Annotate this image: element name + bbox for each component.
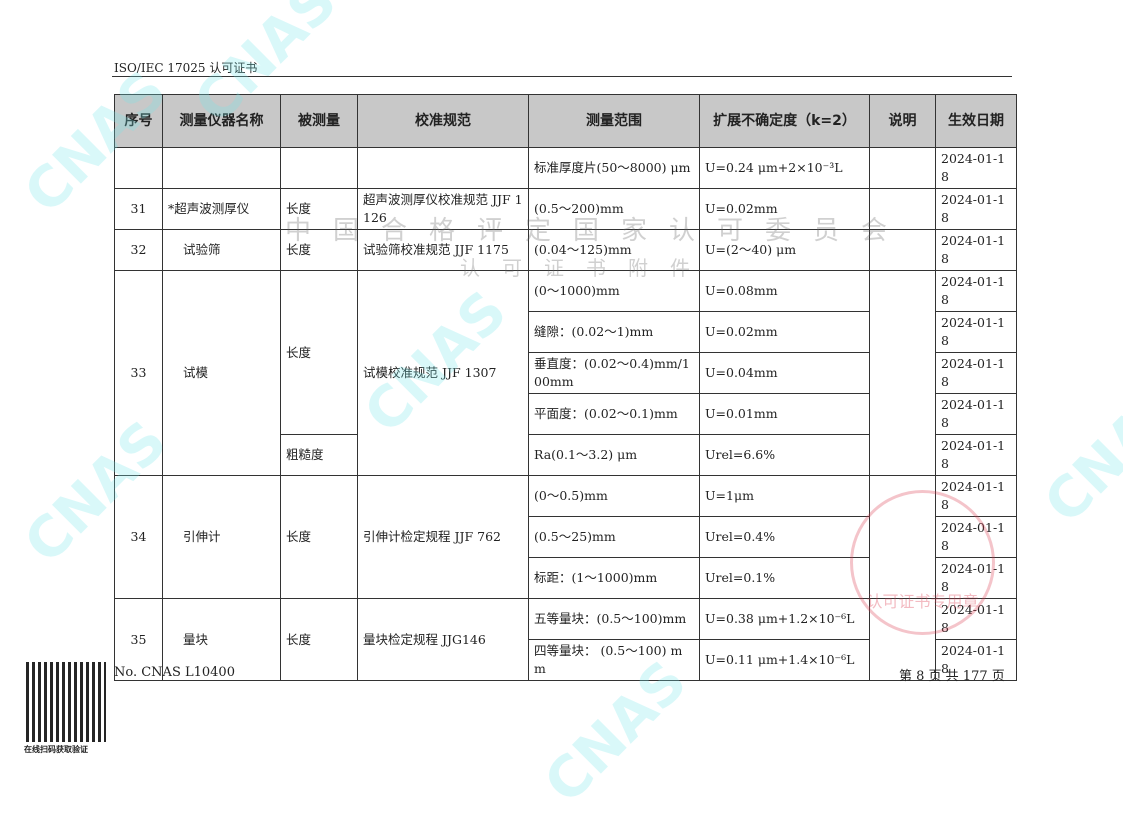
spec-cell: 量块检定规程 JJG146 [357, 598, 529, 681]
table-row: 33 试模 长度 试模校准规范 JJF 1307 (0～1000)mm U=0.… [114, 270, 1017, 476]
spec-cell: 超声波测厚仪校准规范 JJF 1126 [357, 188, 529, 230]
quantity-cell: 长度 [280, 188, 358, 230]
range-cell: 五等量块：(0.5～100)mm [528, 598, 700, 640]
uncertainty-cell: U=0.11 μm+1.4×10⁻⁶L [699, 639, 870, 681]
range-cell: (0.5～25)mm [528, 516, 700, 558]
range-cell: 标准厚度片(50～8000) μm [528, 147, 700, 189]
no-cell: 34 [114, 475, 163, 599]
date-cell: 2024-01-18 [935, 147, 1017, 189]
col-header: 被测量 [280, 94, 358, 148]
col-header: 说明 [869, 94, 936, 148]
instrument-cell: 试验筛 [162, 229, 281, 271]
col-header: 校准规范 [357, 94, 529, 148]
qr-code[interactable] [26, 662, 106, 742]
table-row: 标准厚度片(50～8000) μm U=0.24 μm+2×10⁻³L 2024… [114, 147, 1017, 189]
date-cell: 2024-01-18 [935, 434, 1017, 476]
certificate-number: No. CNAS L10400 [114, 665, 235, 680]
official-seal: 认可证书专用章 [850, 490, 995, 635]
no-cell: 31 [114, 188, 163, 230]
date-cell: 2024-01-18 [935, 393, 1017, 435]
quantity-cell: 长度 [280, 598, 358, 681]
uncertainty-cell: U=0.02mm [699, 188, 870, 230]
table-row: 31 *超声波测厚仪 长度 超声波测厚仪校准规范 JJF 1126 (0.5～2… [114, 188, 1017, 230]
range-cell: 平面度：(0.02～0.1)mm [528, 393, 700, 435]
spec-cell: 引伸计检定规程 JJF 762 [357, 475, 529, 599]
range-cell: 四等量块： (0.5～100) mm [528, 639, 700, 681]
range-cell: 缝隙：(0.02～1)mm [528, 311, 700, 353]
no-cell: 32 [114, 229, 163, 271]
cnas-watermark: CNAS [1032, 368, 1123, 537]
uncertainty-cell: U=0.24 μm+2×10⁻³L [699, 147, 870, 189]
range-cell: (0～0.5)mm [528, 475, 700, 517]
header-divider [112, 76, 1012, 77]
uncertainty-cell: U=(2～40) μm [699, 229, 870, 271]
col-header: 测量范围 [528, 94, 700, 148]
col-header: 测量仪器名称 [162, 94, 281, 148]
table-row: 粗糙度 Ra(0.1～3.2) μm Urel=6.6% 2024-01-18 [115, 434, 1017, 476]
date-cell: 2024-01-18 [935, 188, 1017, 230]
table-header-row: 序号 测量仪器名称 被测量 校准规范 测量范围 扩展不确定度（k=2） 说明 生… [114, 94, 1017, 148]
no-cell: 33 [114, 270, 163, 476]
col-header: 生效日期 [935, 94, 1017, 148]
table-row: 32 试验筛 长度 试验筛校准规范 JJF 1175 (0.04～125)mm … [114, 229, 1017, 271]
instrument-cell: 量块 [162, 598, 281, 681]
date-cell: 2024-01-18 [935, 229, 1017, 271]
uncertainty-cell: U=0.08mm [699, 270, 870, 312]
col-header: 扩展不确定度（k=2） [699, 94, 870, 148]
quantity-cell: 长度 [280, 475, 358, 599]
table-row: 35 量块 长度 量块检定规程 JJG146 五等量块：(0.5～100)mm … [114, 598, 1017, 681]
date-cell: 2024-01-18 [935, 352, 1017, 394]
table-row: 四等量块： (0.5～100) mm U=0.11 μm+1.4×10⁻⁶L 2… [115, 639, 1017, 681]
range-cell: (0～1000)mm [528, 270, 700, 312]
page-number: 第 8 页 共 177 页 [899, 669, 1005, 684]
instrument-cell: 试模 [162, 270, 281, 476]
range-cell: (0.04～125)mm [528, 229, 700, 271]
uncertainty-cell: Urel=6.6% [699, 434, 870, 476]
col-header: 序号 [114, 94, 163, 148]
uncertainty-cell: U=0.01mm [699, 393, 870, 435]
range-cell: 垂直度：(0.02～0.4)mm/100mm [528, 352, 700, 394]
quantity-cell: 粗糙度 [280, 434, 358, 476]
quantity-cell: 长度 [280, 229, 358, 271]
uncertainty-cell: Urel=0.4% [699, 516, 870, 558]
table-row: 缝隙：(0.02～1)mm U=0.02mm 2024-01-18 [115, 311, 1017, 353]
uncertainty-cell: U=0.02mm [699, 311, 870, 353]
quantity-cell: 长度 [280, 270, 358, 435]
spec-cell: 试模校准规范 JJF 1307 [357, 270, 529, 476]
qr-caption: 在线扫码获取验证 [24, 745, 88, 754]
date-cell: 2024-01-18 [935, 639, 1017, 681]
uncertainty-cell: Urel=0.1% [699, 557, 870, 599]
no-cell: 35 [114, 598, 163, 681]
date-cell: 2024-01-18 [935, 270, 1017, 312]
date-cell: 2024-01-18 [935, 311, 1017, 353]
uncertainty-cell: U=0.04mm [699, 352, 870, 394]
instrument-cell: *超声波测厚仪 [162, 188, 281, 230]
range-cell: Ra(0.1～3.2) μm [528, 434, 700, 476]
document-header: ISO/IEC 17025 认可证书 [114, 61, 258, 75]
uncertainty-cell: U=1μm [699, 475, 870, 517]
instrument-cell: 引伸计 [162, 475, 281, 599]
spec-cell: 试验筛校准规范 JJF 1175 [357, 229, 529, 271]
range-cell: (0.5～200)mm [528, 188, 700, 230]
uncertainty-cell: U=0.38 μm+1.2×10⁻⁶L [699, 598, 870, 640]
range-cell: 标距：(1～1000)mm [528, 557, 700, 599]
